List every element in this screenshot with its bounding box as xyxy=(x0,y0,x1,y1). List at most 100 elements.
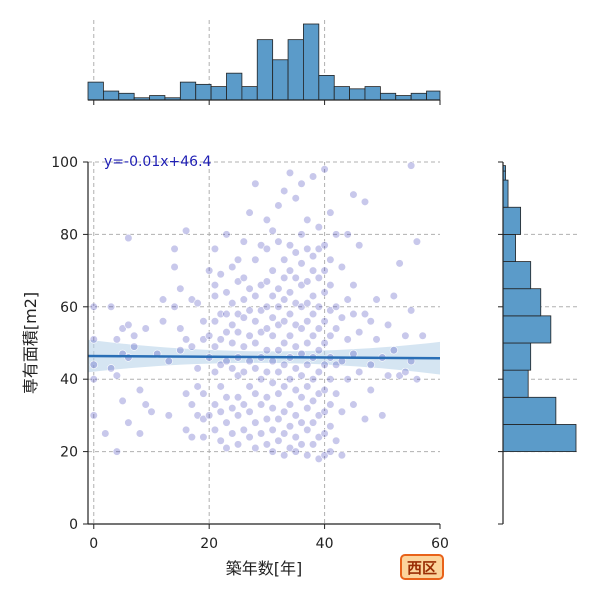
data-point xyxy=(314,389,323,398)
data-point xyxy=(262,244,271,253)
data-point xyxy=(320,429,329,438)
data-point xyxy=(280,429,289,438)
data-point xyxy=(193,382,202,391)
data-point xyxy=(320,165,329,174)
data-point xyxy=(308,396,318,406)
data-point xyxy=(383,320,393,330)
data-point xyxy=(268,425,277,434)
data-point xyxy=(314,223,323,232)
top-hist-bar xyxy=(179,81,197,101)
right-hist-bar xyxy=(502,315,552,344)
data-point xyxy=(233,328,243,337)
data-point xyxy=(268,313,277,322)
data-point xyxy=(268,266,277,275)
data-point xyxy=(320,385,329,395)
top-hist-bar xyxy=(349,88,366,101)
data-point xyxy=(285,168,295,177)
data-point xyxy=(245,407,254,416)
data-point xyxy=(158,295,168,304)
scatter-plot-area: 0 20 40 60 0 20 40 60 80 100 xyxy=(51,155,449,552)
data-point xyxy=(228,404,237,413)
top-hist-bar xyxy=(87,81,104,101)
data-point xyxy=(349,280,358,290)
data-point xyxy=(118,396,127,406)
data-point xyxy=(262,302,271,311)
data-point xyxy=(228,364,237,373)
data-point xyxy=(303,338,312,348)
data-point xyxy=(251,291,260,301)
data-point xyxy=(216,270,225,279)
data-point xyxy=(285,288,295,297)
data-point xyxy=(355,328,364,337)
data-point xyxy=(268,331,277,340)
data-point xyxy=(245,208,254,217)
y-tick-label: 80 xyxy=(60,227,78,243)
data-point xyxy=(112,335,121,344)
y-tick-label: 0 xyxy=(69,517,78,533)
top-hist-bar xyxy=(118,92,135,101)
right-hist-bar xyxy=(502,369,529,398)
data-point xyxy=(332,302,341,311)
data-point xyxy=(257,280,266,290)
data-point xyxy=(320,317,329,326)
data-point xyxy=(401,367,410,377)
data-point xyxy=(303,244,312,253)
data-point xyxy=(187,400,196,409)
data-point xyxy=(285,422,295,431)
y-tick-label: 100 xyxy=(51,155,78,171)
data-point xyxy=(233,440,243,449)
data-point xyxy=(268,447,277,456)
data-point xyxy=(274,436,283,445)
data-point xyxy=(89,411,98,420)
data-point xyxy=(176,284,185,293)
data-point xyxy=(181,335,191,344)
data-point xyxy=(326,255,335,264)
data-point xyxy=(205,411,214,420)
data-point xyxy=(326,447,335,456)
data-point xyxy=(112,371,121,380)
data-point xyxy=(164,411,173,420)
data-point xyxy=(349,190,358,199)
data-point xyxy=(291,299,300,308)
data-point xyxy=(216,309,225,319)
data-point xyxy=(291,342,300,351)
data-point xyxy=(233,411,243,420)
data-point xyxy=(285,309,295,319)
data-point xyxy=(239,342,248,351)
data-point xyxy=(216,360,225,369)
data-point xyxy=(222,443,231,453)
data-point xyxy=(239,273,248,282)
data-point xyxy=(360,309,370,319)
data-point xyxy=(303,425,312,434)
right-hist-bar xyxy=(502,179,509,208)
data-point xyxy=(308,252,318,261)
data-point xyxy=(280,273,289,282)
data-point xyxy=(389,291,398,301)
x-tick-label: 60 xyxy=(431,536,449,552)
data-point xyxy=(285,266,295,275)
y-tick-label: 60 xyxy=(60,300,78,316)
top-hist-bar xyxy=(364,86,381,101)
top-histogram xyxy=(87,20,441,105)
data-point xyxy=(326,306,335,315)
data-point xyxy=(314,367,323,377)
top-hist-bar xyxy=(195,83,212,101)
data-point xyxy=(245,306,254,315)
data-point xyxy=(251,338,260,348)
top-hist-bar xyxy=(426,90,441,101)
data-point xyxy=(343,295,352,304)
data-point xyxy=(343,375,352,384)
data-point xyxy=(355,241,364,250)
data-point xyxy=(130,331,139,340)
data-point xyxy=(222,230,231,239)
data-point xyxy=(124,233,133,243)
data-point xyxy=(135,385,145,395)
regression-line xyxy=(87,354,441,360)
data-point xyxy=(199,335,208,344)
data-point xyxy=(262,393,271,402)
data-point xyxy=(89,302,98,311)
right-hist-bar xyxy=(502,233,516,262)
data-point xyxy=(332,230,341,239)
data-point xyxy=(343,230,352,239)
data-point xyxy=(297,324,306,333)
